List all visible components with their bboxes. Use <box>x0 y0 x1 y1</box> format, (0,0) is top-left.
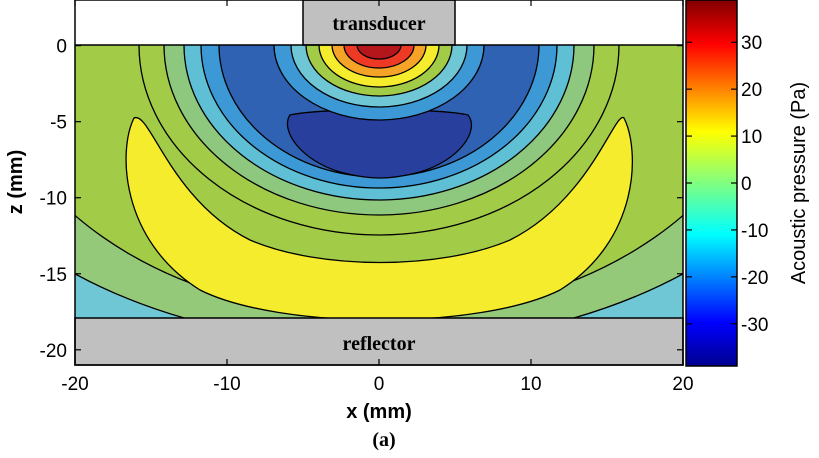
reflector-label: reflector <box>343 333 416 355</box>
x-tick-label-2: 0 <box>374 374 385 395</box>
x-tick-label-0: -20 <box>61 374 88 395</box>
x-tick-label-1: -10 <box>213 374 240 395</box>
colorbar-gradient <box>685 0 738 367</box>
field-yellow-arc <box>125 117 633 318</box>
colorbar-tick-label-5: -20 <box>741 268 768 289</box>
y-axis-ticks: 0 -5 -10 -15 -20 <box>40 37 683 362</box>
y-tick-label-4: -20 <box>40 341 67 362</box>
y-tick-label-1: -5 <box>50 113 67 134</box>
y-tick-label-2: -10 <box>40 189 67 210</box>
y-tick-label-3: -15 <box>40 265 67 286</box>
colorbar: 30 20 10 0 -10 -20 -30 Acoustic pressure (Pa) <box>685 0 810 367</box>
x-tick-label-4: 20 <box>672 374 693 395</box>
colorbar-tick-label-2: 10 <box>741 127 762 148</box>
colorbar-ticks: 30 20 10 0 -10 -20 -30 <box>686 33 768 336</box>
colorbar-label: Acoustic pressure (Pa) <box>788 82 810 284</box>
colorbar-tick-label-4: -10 <box>741 221 768 242</box>
transducer-label: transducer <box>332 13 425 35</box>
x-axis-ticks: -20 -10 0 10 20 <box>61 0 694 395</box>
transducer-box: transducer <box>302 0 456 46</box>
pressure-field <box>75 45 683 318</box>
y-axis-label: z (mm) <box>5 150 27 214</box>
y-tick-label-0: 0 <box>56 37 67 58</box>
colorbar-tick-label-1: 20 <box>741 80 762 101</box>
x-tick-label-3: 10 <box>520 374 541 395</box>
figure-caption: (a) <box>372 429 395 451</box>
colorbar-tick-label-6: -30 <box>741 315 768 336</box>
x-axis-label: x (mm) <box>346 401 412 423</box>
reflector-box: reflector <box>74 317 684 366</box>
field-peak-7 <box>356 45 402 60</box>
colorbar-tick-label-3: 0 <box>741 174 752 195</box>
colorbar-tick-label-0: 30 <box>741 33 762 54</box>
